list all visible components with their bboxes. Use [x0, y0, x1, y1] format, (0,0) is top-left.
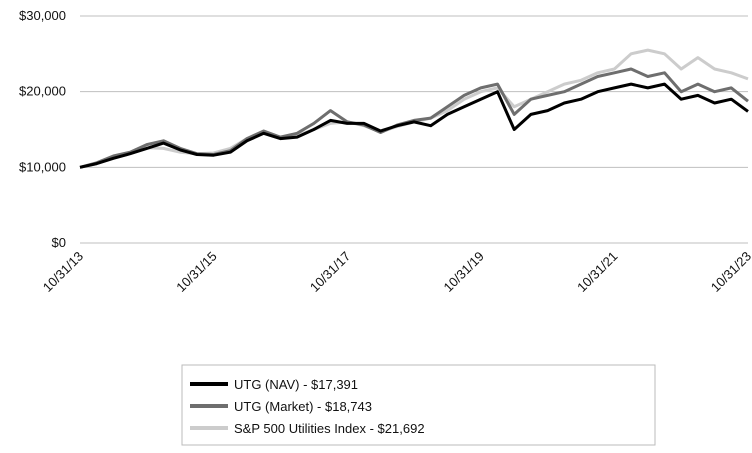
y-tick-label: $0 — [52, 235, 66, 250]
x-tick-label: 10/31/17 — [307, 249, 353, 295]
x-tick-label: 10/31/13 — [40, 249, 86, 295]
x-tick-label: 10/31/15 — [173, 249, 219, 295]
legend-label: S&P 500 Utilities Index - $21,692 — [234, 421, 425, 436]
x-tick-label: 10/31/19 — [441, 249, 487, 295]
x-tick-label: 10/31/21 — [574, 249, 620, 295]
legend-label: UTG (NAV) - $17,391 — [234, 377, 358, 392]
series-line — [79, 82, 749, 169]
legend-box — [181, 364, 656, 446]
legend-label: UTG (Market) - $18,743 — [234, 399, 372, 414]
y-tick-label: $20,000 — [19, 84, 66, 99]
y-tick-label: $30,000 — [19, 8, 66, 23]
y-tick-label: $10,000 — [19, 159, 66, 174]
x-tick-label: 10/31/23 — [708, 249, 752, 295]
